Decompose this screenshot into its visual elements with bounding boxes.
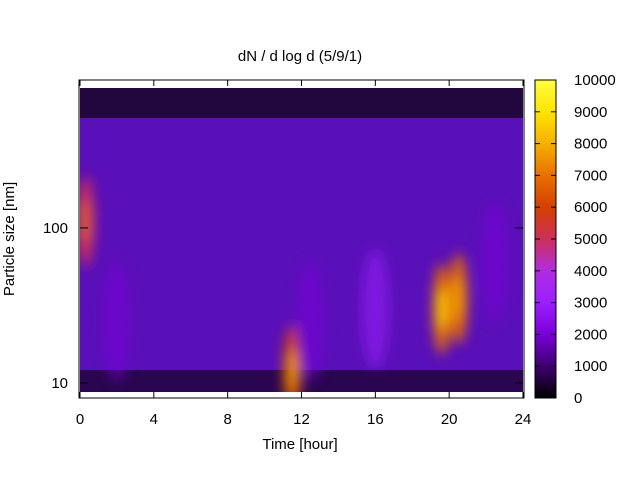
y-tick-label: 10 (51, 375, 68, 392)
x-tick-label: 0 (76, 411, 84, 428)
x-tick-label: 16 (367, 411, 384, 428)
y-axis: 10 100 (43, 220, 523, 392)
x-axis-label: Time [hour] (262, 436, 337, 453)
heatmap-top-band (80, 88, 523, 118)
heatmap-feature (481, 202, 510, 323)
colorbar-tick-label: 4000 (574, 263, 607, 280)
heatmap-feature (102, 261, 131, 382)
heatmap-feature-core (437, 287, 446, 332)
colorbar: 0 1000 2000 3000 4000 5000 6000 7000 8000 9000 100… (534, 72, 616, 407)
colorbar-tick-label: 8000 (574, 136, 607, 153)
colorbar-tick-label: 7000 (574, 167, 607, 184)
x-axis: 0 4 8 12 16 20 24 (76, 80, 532, 428)
x-tick-label: 24 (515, 411, 532, 428)
x-tick-label: 4 (150, 411, 158, 428)
colorbar-ticks: 0 1000 2000 3000 4000 5000 6000 7000 8000 9000 100… (535, 72, 616, 407)
heatmap-feature (361, 249, 390, 370)
x-tick-label: 12 (293, 411, 310, 428)
x-tick-label: 20 (441, 411, 458, 428)
y-axis-label: Particle size [nm] (1, 182, 18, 296)
colorbar-tick-label: 5000 (574, 231, 607, 248)
heatmap-feature-core (454, 276, 463, 321)
colorbar-tick-label: 0 (574, 390, 582, 407)
heatmap-feature-core (81, 199, 90, 244)
chart-title: dN / d log d (5/9/1) (238, 48, 362, 65)
heatmap-bottom-band (80, 370, 523, 392)
plot-area (78, 79, 525, 399)
heatmap-feature (296, 261, 325, 382)
x-tick-label: 8 (223, 411, 231, 428)
colorbar-tick-label: 9000 (574, 104, 607, 121)
colorbar-tick-label: 2000 (574, 326, 607, 343)
heatmap-feature-core (288, 348, 297, 392)
y-tick-label: 100 (43, 220, 68, 237)
colorbar-tick-label: 6000 (574, 199, 607, 216)
colorbar-tick-label: 1000 (574, 358, 607, 375)
colorbar-tick-label: 3000 (574, 295, 607, 312)
colorbar-tick-label: 10000 (574, 72, 616, 89)
